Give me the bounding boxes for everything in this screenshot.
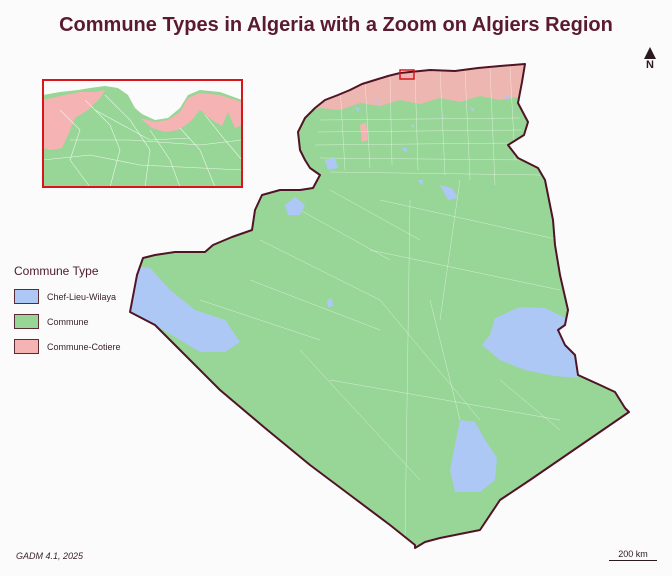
north-label: N	[646, 59, 654, 71]
scale-bar: 200 km	[609, 549, 657, 561]
legend-swatch-cotiere	[14, 339, 39, 354]
north-arrow: N	[642, 47, 658, 71]
legend-title: Commune Type	[14, 264, 99, 278]
wilaya-south	[450, 420, 497, 492]
legend-item: Commune	[14, 309, 121, 334]
legend: Commune Type Chef-Lieu-Wilaya Commune Co…	[14, 264, 121, 359]
legend-item: Commune-Cotiere	[14, 334, 121, 359]
scale-label: 200 km	[618, 549, 648, 559]
legend-item: Chef-Lieu-Wilaya	[14, 284, 121, 309]
legend-label: Commune-Cotiere	[47, 341, 121, 352]
algiers-inset	[43, 80, 242, 187]
legend-label: Chef-Lieu-Wilaya	[47, 291, 117, 302]
algeria-territory	[130, 64, 629, 548]
algeria-border	[129, 63, 630, 549]
legend-swatch-commune	[14, 314, 39, 329]
source-caption: GADM 4.1, 2025	[16, 551, 84, 561]
zoom-locator-box	[399, 69, 415, 80]
legend-label: Commune	[47, 316, 89, 327]
north-arrow-icon	[644, 47, 656, 59]
map-title: Commune Types in Algeria with a Zoom on …	[59, 14, 613, 36]
legend-swatch-chef-lieu	[14, 289, 39, 304]
scale-line	[609, 560, 657, 561]
wilaya-southwest	[130, 265, 240, 352]
algiers-inset-frame	[42, 79, 243, 188]
wilaya-east	[482, 307, 578, 378]
